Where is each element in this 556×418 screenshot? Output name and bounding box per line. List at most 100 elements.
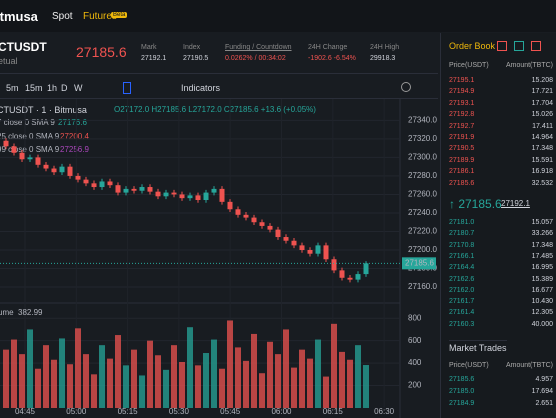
price: 27162.0	[449, 286, 475, 294]
nav-futures[interactable]: Futures	[83, 11, 117, 22]
mark-price[interactable]: 27192.1	[501, 199, 530, 208]
y-tick-label: 27240.0	[408, 208, 437, 217]
nav-spot[interactable]: Spot	[52, 11, 73, 22]
volume-bar	[299, 349, 305, 408]
volume-bar	[179, 361, 185, 408]
volume-bar	[187, 327, 193, 408]
price: 27180.7	[449, 230, 475, 238]
sma-value: 27200.4	[60, 131, 89, 141]
y-tick-label: 27280.0	[408, 171, 437, 180]
stat-label: Funding / Countdown	[225, 44, 292, 51]
candle-body	[203, 192, 209, 200]
volume-bar	[259, 373, 265, 408]
candle-body	[43, 164, 49, 169]
volume-bar	[171, 345, 177, 408]
candle-body	[99, 181, 105, 188]
candle-body	[123, 188, 129, 193]
candle-body	[291, 240, 297, 246]
volume-tick-label: 400	[408, 358, 422, 367]
stat-label: 24H High	[370, 44, 400, 51]
y-tick-label: 27220.0	[408, 227, 437, 236]
price: 27185.6	[449, 179, 475, 187]
interval-button[interactable]: 1h	[47, 83, 58, 93]
column-header: Amount(TBTC)	[505, 62, 553, 69]
indicators-button[interactable]: Indicators	[181, 83, 221, 93]
view-icon[interactable]	[531, 41, 541, 51]
stat-value: -1902.6 -6.54%	[308, 55, 356, 62]
toolbar: 5m 15m 1h D W Indicators	[0, 78, 438, 99]
volume-bar	[283, 329, 289, 408]
volume-bar	[67, 364, 73, 408]
volume-bar	[363, 365, 369, 408]
amount: 15.026	[531, 111, 553, 119]
stat-label: Mark	[141, 44, 157, 51]
ticker-bar: CTUSDT etual 27185.6 Mark 27192.1 Index 271…	[0, 33, 438, 74]
candle-body	[275, 229, 281, 238]
sma-label: 99 close 0 SMA 9	[0, 145, 60, 154]
price: 27161.7	[449, 298, 475, 306]
stat-value: 0.0262% / 00:34:02	[225, 55, 286, 62]
candle-body	[243, 214, 249, 218]
volume-bar	[51, 359, 57, 408]
volume-bar	[275, 354, 281, 408]
last-price: 27185.6	[76, 44, 127, 60]
interval-button[interactable]: W	[74, 83, 83, 93]
last-price-label: 27185.6	[405, 258, 434, 267]
volume-bar	[315, 339, 321, 408]
y-tick-label: 27340.0	[408, 115, 437, 124]
x-tick-label: 06:30	[374, 407, 395, 416]
sma-label: 7 close 0 SMA 9	[0, 118, 55, 127]
x-tick-label: 05:45	[220, 407, 241, 416]
price: 27190.5	[449, 145, 475, 153]
amount: 32.532	[531, 179, 553, 187]
legend-ohlc: O27172.0 H27185.6 L27172.0 C27185.6 +13.…	[114, 105, 316, 114]
volume-bar	[195, 365, 201, 408]
interval-button[interactable]: D	[61, 83, 68, 93]
volume-label: ume	[0, 308, 14, 317]
candle-body	[75, 175, 81, 180]
mid-price: ↑ 27185.6	[449, 197, 502, 211]
contract-kind: etual	[0, 56, 18, 66]
candle-body	[251, 217, 257, 223]
price: 27186.1	[449, 168, 475, 176]
amount: 17.348	[531, 145, 553, 153]
stat-label: Index	[183, 44, 201, 51]
amount: 17.485	[531, 252, 553, 260]
last-price-tag	[402, 257, 436, 270]
volume-bar	[131, 349, 137, 408]
view-icon[interactable]	[514, 41, 524, 51]
price: 27193.1	[449, 99, 475, 107]
candle-body	[83, 179, 89, 184]
stat-value: 29918.3	[370, 55, 396, 62]
candle-body	[323, 245, 329, 260]
candle-body	[67, 166, 73, 176]
order-book-panel: Order Book ↑ 27185.6 27192.1 Market Trad…	[440, 33, 556, 418]
interval-button[interactable]: 5m	[6, 83, 19, 93]
amount: 40.000	[531, 320, 553, 328]
x-tick-label: 04:45	[15, 407, 36, 416]
symbol[interactable]: CTUSDT	[0, 40, 47, 54]
price: 27181.0	[449, 219, 475, 226]
sma-label: 25 close 0 SMA 9	[0, 131, 60, 141]
interval-button[interactable]: 15m	[25, 83, 43, 93]
candle-body	[267, 225, 273, 230]
x-tick-label: 06:15	[323, 407, 344, 416]
candle-body	[91, 183, 97, 188]
candle-body	[315, 245, 321, 254]
view-icon[interactable]	[497, 41, 507, 51]
candle-body	[51, 168, 57, 173]
candle-body	[107, 181, 113, 186]
settings-icon[interactable]	[401, 82, 411, 92]
candle-icon[interactable]	[123, 82, 131, 94]
volume-bar	[43, 345, 49, 408]
candle-body	[115, 185, 121, 193]
amount: 4.957	[535, 376, 553, 383]
candle-body	[163, 192, 169, 197]
volume-bar	[355, 345, 361, 408]
column-header: Price(USDT)	[449, 62, 489, 69]
volume-bar	[35, 368, 41, 408]
logo[interactable]: itmusa	[0, 9, 38, 24]
volume-bar	[91, 374, 97, 408]
candle-body	[155, 191, 161, 197]
